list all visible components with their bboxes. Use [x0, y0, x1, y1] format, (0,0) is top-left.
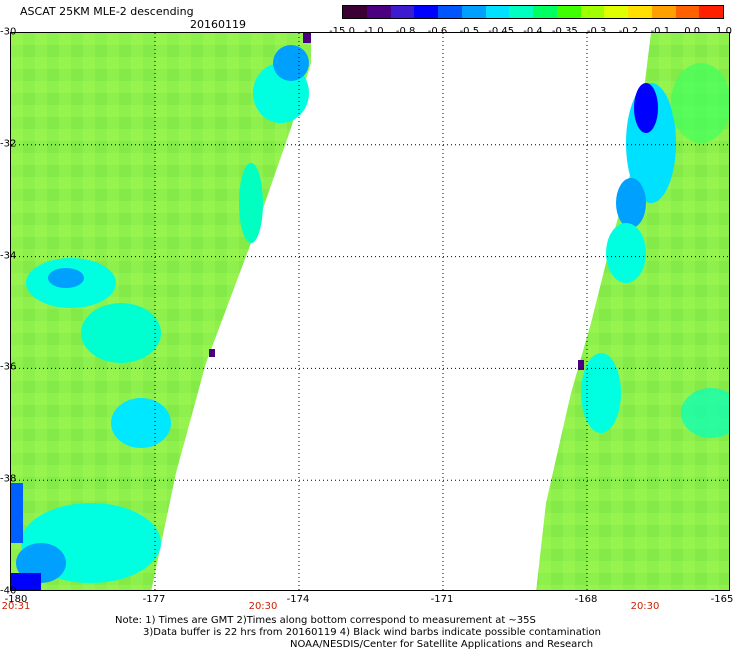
time-label: 20:30: [248, 601, 278, 612]
colorbar-tick-label: -0.3: [587, 26, 607, 37]
longitude-label: -180: [4, 594, 28, 605]
colorbar-swatch: [485, 6, 510, 18]
longitude-label: -168: [574, 594, 598, 605]
colorbar-swatch: [699, 6, 723, 18]
colorbar-tick-label: -0.2: [619, 26, 639, 37]
colorbar-tick-label: -1.0: [364, 26, 384, 37]
colorbar-swatch: [438, 6, 462, 18]
right-swath: [536, 33, 729, 590]
colorbar-tick-label: -0.5: [460, 26, 480, 37]
time-label: 20:31: [1, 601, 31, 612]
latitude-label: -32: [0, 138, 17, 150]
note-line-2: 3)Data buffer is 22 hrs from 20160119 4)…: [143, 627, 601, 638]
colorbar-swatch: [628, 6, 652, 18]
left-swath: [11, 33, 311, 590]
latitude-label: -38: [0, 473, 17, 485]
colorbar-swatch: [390, 6, 415, 18]
longitude-label: -174: [286, 594, 310, 605]
colorbar-tick-label: -15.0: [329, 26, 355, 37]
colorbar-tick-label: -0.1: [651, 26, 671, 37]
longitude-label: -165: [710, 594, 734, 605]
map-frame: [10, 32, 730, 591]
colorbar-swatch: [580, 6, 605, 18]
colorbar-swatch: [343, 6, 367, 18]
time-label: 20:30: [630, 601, 660, 612]
colorbar-tick-label: -0.6: [428, 26, 448, 37]
colorbar: [342, 5, 724, 19]
latitude-label: -36: [0, 361, 17, 373]
colorbar-swatch: [675, 6, 700, 18]
colorbar-tick-label: 1.0: [716, 26, 732, 37]
note-line-3: NOAA/NESDIS/Center for Satellite Applica…: [290, 639, 594, 650]
longitude-label: -171: [430, 594, 454, 605]
latitude-label: -34: [0, 250, 17, 262]
colorbar-swatch: [366, 6, 391, 18]
plot-title: ASCAT 25KM MLE-2 descending: [20, 5, 194, 18]
left-anomalies: [11, 33, 311, 590]
colorbar-tick-label: 0.0: [684, 26, 700, 37]
colorbar-tick-label: -0.4: [523, 26, 543, 37]
note-line-1: Note: 1) Times are GMT 2)Times along bot…: [115, 615, 536, 626]
colorbar-swatch: [414, 6, 438, 18]
longitude-label: -177: [142, 594, 166, 605]
latitude-label: -40: [0, 585, 17, 597]
colorbar-tick-label: -0.8: [396, 26, 416, 37]
colorbar-swatch: [556, 6, 581, 18]
colorbar-swatch: [533, 6, 557, 18]
latitude-label: -30: [0, 26, 17, 38]
plot-date: 20160119: [190, 18, 246, 31]
colorbar-swatch: [509, 6, 533, 18]
colorbar-swatch: [604, 6, 628, 18]
colorbar-swatch: [651, 6, 676, 18]
colorbar-tick-label: -0.35: [552, 26, 578, 37]
graticule: [11, 33, 729, 590]
colorbar-tick-label: -0.45: [488, 26, 514, 37]
colorbar-swatch: [461, 6, 486, 18]
right-anomalies: [578, 63, 729, 438]
scatterometer-map: [11, 33, 729, 590]
